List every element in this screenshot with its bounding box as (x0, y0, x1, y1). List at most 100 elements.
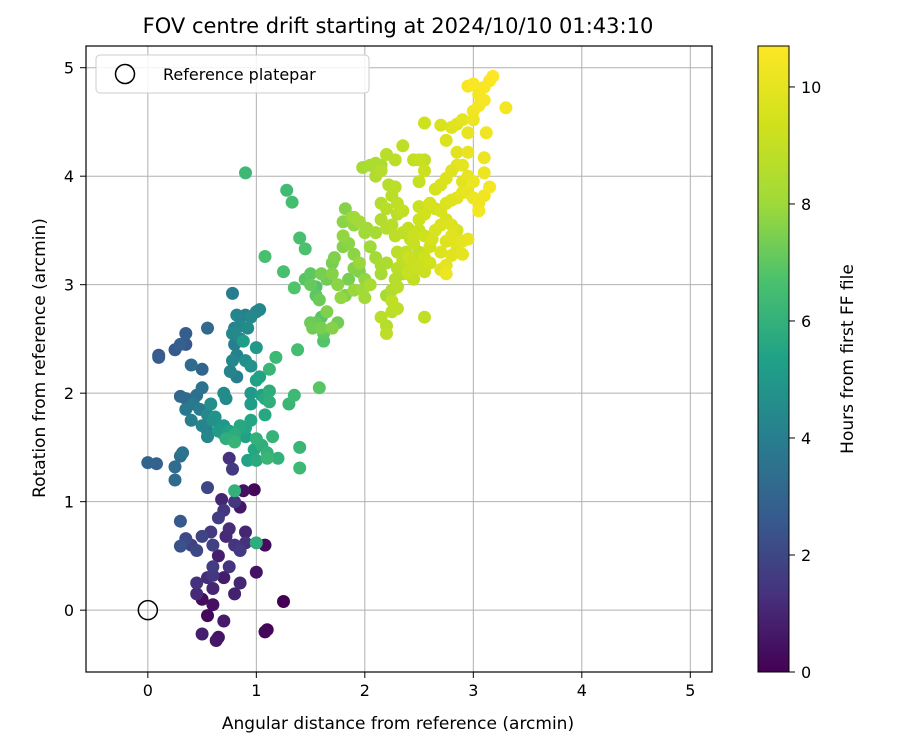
scatter-point (226, 462, 239, 476)
scatter-point (208, 410, 222, 424)
x-tick-label: 4 (577, 681, 587, 700)
scatter-point (461, 126, 475, 140)
x-tick-label: 3 (468, 681, 478, 700)
y-tick-label: 1 (64, 493, 74, 512)
scatter-point (173, 337, 187, 351)
scatter-point (217, 571, 231, 585)
scatter-point (244, 397, 258, 411)
scatter-point (228, 495, 242, 509)
scatter-point (418, 207, 431, 221)
scatter-point (179, 327, 193, 340)
colorbar-label: Hours from first FF file (838, 264, 858, 454)
scatter-point (423, 256, 437, 270)
scatter-point (385, 218, 399, 232)
scatter-point (418, 310, 431, 324)
scatter-point (434, 118, 448, 132)
scatter-point (434, 245, 448, 259)
scatter-point (222, 451, 236, 465)
scatter-point (374, 310, 388, 324)
scatter-point (176, 446, 190, 460)
scatter-point (239, 525, 252, 539)
scatter-point (388, 153, 402, 167)
colorbar-tick-label: 0 (801, 663, 811, 682)
scatter-point (236, 334, 250, 348)
scatter-point (320, 305, 334, 319)
scatter-point (352, 215, 366, 229)
scatter-point (304, 267, 318, 281)
scatter-point (206, 560, 220, 574)
scatter-point (445, 218, 459, 232)
scatter-point (477, 166, 491, 180)
scatter-point (266, 430, 280, 444)
scatter-point (380, 202, 393, 216)
scatter-point (456, 158, 469, 172)
scatter-point (258, 625, 272, 639)
scatter-point (233, 544, 247, 557)
scatter-point (380, 256, 393, 270)
scatter-point (228, 484, 242, 498)
plot-frame (85, 45, 713, 673)
colorbar-tick-label: 4 (801, 429, 811, 448)
scatter-point (226, 286, 239, 300)
scatter-point (253, 370, 267, 384)
legend-entry-reference-platepar: Reference platepar (163, 65, 316, 84)
scatter-point (412, 153, 426, 167)
scatter-point (260, 451, 274, 465)
scatter-point (179, 402, 193, 416)
y-tick-label: 3 (64, 276, 74, 295)
scatter-point (277, 265, 290, 279)
scatter-point (396, 204, 410, 218)
scatter-point (262, 395, 276, 409)
scatter-point (336, 229, 350, 243)
scatter-point (418, 164, 431, 178)
scatter-point (293, 440, 307, 454)
scatter-point (285, 195, 299, 209)
scatter-point (249, 341, 263, 355)
scatter-point (226, 354, 239, 368)
colorbar-ticks: 0 2 4 6 8 10 (789, 78, 821, 682)
scatter-point (280, 183, 294, 197)
scatter-point (445, 229, 459, 243)
scatter-point (314, 321, 328, 335)
scatter-point (222, 522, 236, 536)
scatter-point (342, 272, 356, 286)
scatter-point (195, 627, 209, 641)
chart-title: FOV centre drift starting at 2024/10/10 … (143, 14, 654, 38)
scatter-point (206, 598, 220, 612)
scatter-point (206, 538, 220, 552)
scatter-point (201, 430, 214, 444)
scatter-point (293, 231, 307, 245)
scatter-point (217, 614, 231, 628)
scatter-point (195, 529, 209, 543)
y-tick-label: 4 (64, 167, 74, 186)
scatter-point (434, 218, 448, 232)
colorbar: 0 2 4 6 8 10 Hours from first FF file (757, 45, 858, 682)
scatter-point (262, 362, 276, 376)
scatter-point (418, 116, 431, 130)
scatter-point (269, 350, 283, 364)
scatter-point (258, 408, 272, 422)
scatter-point (173, 514, 187, 528)
scatter-point (374, 164, 388, 178)
y-axis-label: Rotation from reference (arcmin) (30, 218, 50, 498)
scatter-point (486, 69, 500, 83)
scatter-point (314, 267, 328, 281)
scatter-point (461, 232, 475, 246)
y-tick-label: 0 (64, 601, 74, 620)
colorbar-gradient (757, 45, 790, 673)
scatter-point (230, 308, 244, 322)
x-tick-label: 5 (685, 681, 695, 700)
scatter-point (352, 256, 366, 270)
y-tick-label: 5 (64, 59, 74, 78)
scatter-point (312, 293, 326, 307)
scatter-point (247, 483, 261, 497)
scatter-point (190, 576, 204, 590)
scatter-point (204, 397, 218, 411)
scatter-point (228, 587, 242, 601)
scatter-point (287, 281, 301, 295)
scatter-point (390, 280, 404, 294)
scatter-point (201, 481, 214, 495)
x-axis-label: Angular distance from reference (arcmin) (222, 714, 574, 734)
scatter-point (325, 321, 339, 335)
scatter-point (141, 456, 155, 470)
